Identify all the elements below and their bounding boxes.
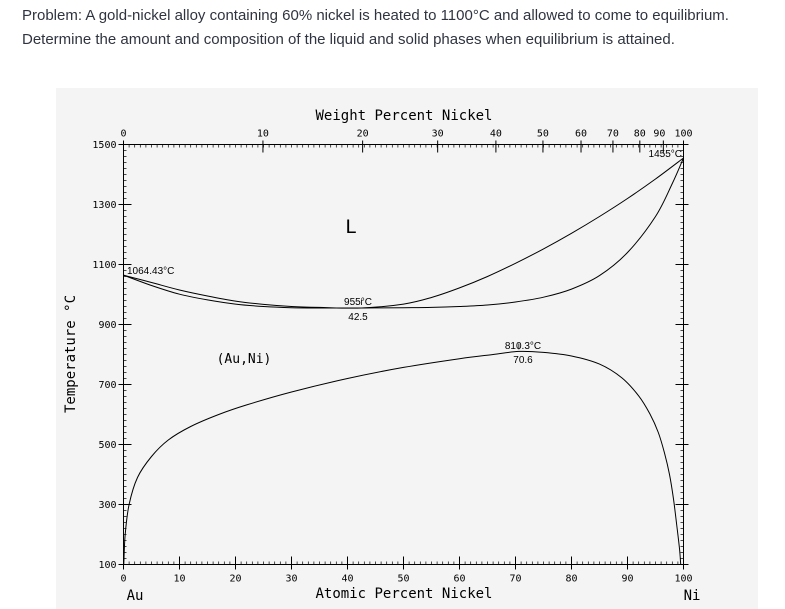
- liquidus-curve: [123, 157, 684, 309]
- y-tick-label: 700: [98, 380, 116, 391]
- chart-title: Weight Percent Nickel: [315, 108, 492, 124]
- x-tick-label-atomic: 70: [509, 574, 521, 585]
- phase-diagram: 0 10 20 30 40 50 60 70 80 90 100 0 10 20 30 40 50 60 70 80 9…: [63, 108, 701, 604]
- x-tick-label-weight: 10: [257, 129, 269, 140]
- x-tick-label-atomic: 20: [229, 574, 241, 585]
- problem-line-1: Problem: A gold-nickel alloy containing …: [22, 7, 729, 24]
- minor-ticks: [123, 144, 684, 565]
- ni-melting-point-label: 1455°C: [649, 149, 682, 160]
- gap-maximum-temperature-label: 810.3°C: [505, 341, 541, 352]
- x-tick-label-weight: 20: [357, 129, 369, 140]
- x-tick-label-atomic: 80: [565, 574, 577, 585]
- x-tick-label-weight: 0: [120, 129, 126, 140]
- x-tick-label-weight: 80: [634, 129, 646, 140]
- endpoint-ni-label: Ni: [684, 588, 701, 604]
- y-tick-label: 1100: [92, 260, 116, 271]
- liquid-phase-label: L: [345, 216, 356, 238]
- x-tick-label-atomic: 50: [397, 574, 409, 585]
- gap-maximum-composition-label: 70.6: [513, 355, 533, 366]
- y-tick-label: 500: [98, 440, 116, 451]
- x-tick-label-weight: 40: [490, 129, 502, 140]
- plot-frame: [123, 144, 684, 565]
- x-axis-label: Atomic Percent Nickel: [315, 586, 492, 602]
- problem-statement: Problem: A gold-nickel alloy containing …: [22, 4, 782, 52]
- endpoint-au-label: Au: [127, 588, 144, 604]
- major-ticks: [118, 140, 689, 570]
- solidus-curve: [123, 157, 684, 309]
- x-tick-label-atomic: 90: [621, 574, 633, 585]
- x-tick-label-weight: 90: [653, 129, 665, 140]
- y-tick-label: 300: [98, 500, 116, 511]
- x-tick-label-weight: 100: [674, 129, 692, 140]
- x-tick-label-weight: 60: [575, 129, 587, 140]
- x-tick-label-weight: 30: [432, 129, 444, 140]
- y-axis-label: Temperature °C: [63, 295, 79, 413]
- x-tick-label-atomic: 10: [173, 574, 185, 585]
- miscibility-gap-curve: [123, 350, 682, 565]
- x-tick-label-atomic: 30: [285, 574, 297, 585]
- x-tick-label-atomic: 60: [453, 574, 465, 585]
- solid-phase-label: (Au,Ni): [217, 352, 272, 367]
- minimum-temperature-label: 955°C: [344, 297, 372, 308]
- y-tick-label: 1300: [92, 200, 116, 211]
- x-tick-label-weight: 50: [537, 129, 549, 140]
- phase-diagram-figure: 0 10 20 30 40 50 60 70 80 90 100 0 10 20 30 40 50 60 70 80 9…: [56, 88, 758, 609]
- x-tick-label-weight: 70: [607, 129, 619, 140]
- x-tick-label-atomic: 100: [674, 574, 692, 585]
- x-tick-label-atomic: 40: [341, 574, 353, 585]
- x-tick-label-atomic: 0: [120, 574, 126, 585]
- y-tick-label: 900: [98, 320, 116, 331]
- au-melting-point-label: 1064.43°C: [127, 266, 174, 277]
- y-tick-label: 100: [98, 560, 116, 571]
- y-tick-label: 1500: [92, 140, 116, 151]
- problem-line-2: Determine the amount and composition of …: [22, 31, 675, 48]
- tick-labels: 0 10 20 30 40 50 60 70 80 90 100 0 10 20 30 40 50 60 70 80 9…: [92, 129, 692, 585]
- minimum-composition-label: 42.5: [348, 312, 368, 323]
